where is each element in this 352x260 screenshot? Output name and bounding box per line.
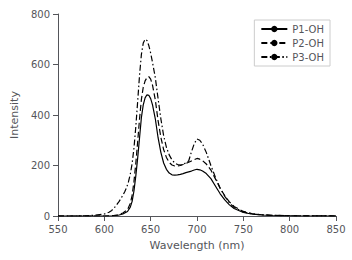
svg-text:550: 550 — [48, 224, 67, 235]
svg-text:P1-OH: P1-OH — [292, 24, 324, 35]
svg-text:Intensity: Intensity — [8, 91, 21, 139]
svg-text:Wavelength (nm): Wavelength (nm) — [149, 239, 244, 252]
svg-text:0: 0 — [44, 211, 50, 222]
svg-text:750: 750 — [234, 224, 253, 235]
svg-text:650: 650 — [141, 224, 160, 235]
svg-text:200: 200 — [31, 160, 50, 171]
svg-text:800: 800 — [280, 224, 299, 235]
svg-text:850: 850 — [326, 224, 345, 235]
svg-text:800: 800 — [31, 9, 50, 20]
svg-text:600: 600 — [31, 59, 50, 70]
svg-text:P3-OH: P3-OH — [292, 52, 324, 63]
svg-text:700: 700 — [187, 224, 206, 235]
svg-text:P2-OH: P2-OH — [292, 38, 324, 49]
svg-text:600: 600 — [95, 224, 114, 235]
svg-text:400: 400 — [31, 110, 50, 121]
